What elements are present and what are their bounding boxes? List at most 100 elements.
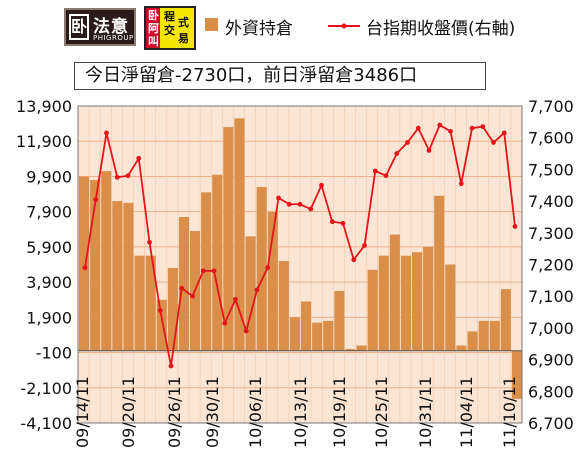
legend-line-label: 台指期收盤價(右軸) — [366, 19, 516, 39]
legend-line: 台指期收盤價(右軸) — [326, 14, 515, 39]
price-point — [147, 239, 152, 245]
price-point — [448, 128, 453, 134]
price-point — [329, 219, 335, 225]
left-axis-tick-label: 13,900 — [16, 97, 72, 116]
bar — [511, 350, 522, 399]
bar — [212, 174, 223, 351]
left-axis-tick-label: 11,900 — [16, 132, 72, 151]
phigroup-logo: 卧 法意 PHIGROUP — [64, 8, 136, 46]
left-axis-tick-label: -4,100 — [20, 414, 72, 433]
price-point — [437, 122, 443, 128]
bar — [478, 320, 489, 351]
bar — [456, 345, 467, 351]
x-axis-tick-label: 10/13/11 — [291, 376, 310, 448]
header: 卧 法意 PHIGROUP 卧 阿 叫 程 式 交 易 外資持倉 台指期收盤價(… — [0, 0, 583, 56]
phigroup-logo-name: 法意 — [93, 17, 129, 37]
price-point — [136, 155, 142, 161]
price-point — [114, 174, 120, 180]
program-trading-logo: 卧 阿 叫 程 式 交 易 — [144, 6, 196, 50]
plot-border — [77, 105, 523, 424]
bar — [445, 264, 456, 351]
bar — [434, 195, 445, 351]
price-point — [125, 173, 131, 179]
right-axis-tick-label: 6,900 — [528, 351, 574, 370]
right-axis-tick-label: 7,200 — [528, 256, 574, 275]
x-axis-tick-label: 10/31/11 — [416, 376, 435, 448]
legend-bar-label: 外資持倉 — [225, 19, 293, 39]
price-point — [168, 363, 174, 369]
price-point — [372, 168, 378, 174]
x-axis-tick-label: 10/06/11 — [246, 376, 265, 448]
right-axis-tick-label: 7,400 — [528, 192, 574, 211]
bar — [334, 290, 345, 351]
left-axis-tick-label: 1,900 — [26, 308, 72, 327]
x-axis-tick-label: 09/14/11 — [73, 376, 92, 448]
x-axis-tick-label: 09/26/11 — [165, 376, 184, 448]
chart-title-box: 今日淨留倉-2730口，前日淨留倉3486口 — [74, 62, 486, 90]
bar — [423, 246, 434, 351]
price-point — [82, 265, 88, 271]
left-axis-tick-label: -2,100 — [20, 379, 72, 398]
price-point — [512, 224, 518, 229]
price-point — [362, 243, 367, 248]
left-axis-tick-label: -100 — [36, 344, 72, 363]
bar — [345, 349, 356, 351]
price-point — [405, 140, 410, 145]
x-axis-tick-label: 10/19/11 — [330, 376, 349, 448]
bar — [356, 345, 367, 351]
bar — [123, 202, 134, 351]
bar — [256, 187, 267, 351]
bar — [167, 268, 178, 351]
x-axis-tick-label: 09/30/11 — [203, 376, 222, 448]
left-axis-tick-label: 5,900 — [26, 238, 72, 257]
right-axis-tick-label: 7,500 — [528, 160, 574, 179]
bar — [234, 118, 245, 351]
program-trading-logo-char: 卧 — [148, 9, 159, 22]
price-point — [211, 268, 217, 274]
bar — [90, 179, 101, 351]
program-trading-logo-char: 阿 — [148, 22, 159, 35]
price-point — [340, 220, 346, 226]
bar — [145, 255, 156, 351]
bar — [301, 301, 312, 351]
right-axis-tick-label: 7,700 — [528, 97, 574, 116]
legend-bar-swatch — [205, 18, 218, 31]
price-point — [200, 268, 206, 274]
legend-line-swatch — [328, 23, 360, 29]
right-axis-tick-label: 7,300 — [528, 224, 574, 243]
price-point — [157, 308, 163, 313]
bar — [467, 331, 478, 351]
price-point — [491, 140, 496, 145]
x-axis-tick-label: 11/04/11 — [457, 376, 476, 448]
right-axis-tick-label: 7,000 — [528, 319, 574, 338]
x-axis-tick-label: 10/25/11 — [372, 376, 391, 448]
bar — [312, 322, 323, 351]
bar — [112, 201, 123, 351]
bar — [500, 289, 511, 351]
left-axis-tick-label: 7,900 — [26, 203, 72, 222]
right-axis-tick-label: 7,100 — [528, 287, 574, 306]
price-point — [319, 182, 324, 188]
bar — [79, 176, 90, 351]
right-axis-tick-label: 7,600 — [528, 129, 574, 148]
bar — [367, 269, 378, 351]
bar — [178, 216, 189, 351]
bar — [223, 127, 234, 351]
price-point — [458, 181, 464, 187]
program-trading-logo-strip — [146, 8, 160, 48]
program-trading-logo-char: 易 — [178, 32, 189, 45]
price-point — [190, 293, 195, 299]
right-axis-tick-label: 6,700 — [528, 414, 574, 433]
program-trading-logo-char: 交 — [164, 24, 175, 37]
price-point — [308, 206, 314, 212]
price-point — [394, 151, 400, 156]
bar — [489, 320, 500, 351]
bar — [278, 260, 289, 351]
phigroup-logo-sub: PHIGROUP — [93, 34, 134, 42]
left-axis-tick-label: 3,900 — [26, 273, 72, 292]
price-point — [265, 265, 271, 271]
price-point — [469, 125, 475, 131]
price-point — [297, 201, 303, 207]
bar — [323, 320, 334, 351]
bar — [378, 255, 389, 351]
